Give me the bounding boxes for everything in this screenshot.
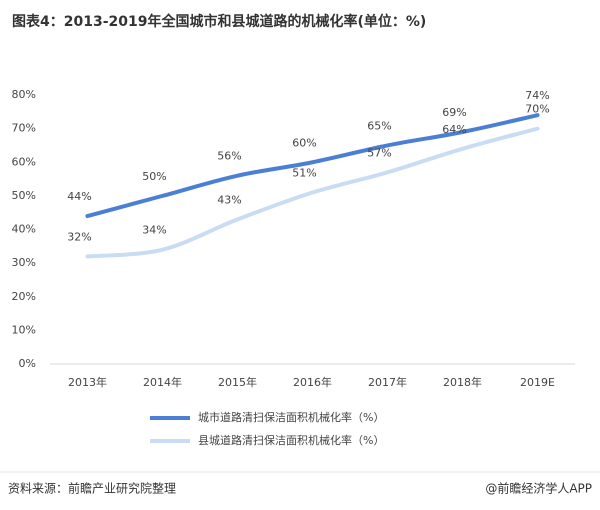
data-label: 74%	[525, 89, 549, 102]
y-tick-label: 70%	[12, 122, 36, 135]
data-label: 57%	[367, 146, 391, 159]
x-tick-label: 2015年	[218, 375, 257, 389]
data-label: 44%	[67, 190, 91, 203]
y-tick-label: 20%	[12, 290, 36, 303]
legend-label: 城市道路清扫保洁面积机械化率（%）	[198, 410, 384, 424]
series-line	[85, 126, 540, 259]
data-label: 70%	[525, 103, 549, 116]
legend-label: 县城道路清扫保洁面积机械化率（%）	[198, 433, 384, 447]
data-label: 51%	[292, 167, 316, 180]
x-tick-label: 2018年	[443, 375, 482, 389]
y-tick-label: 60%	[12, 155, 36, 168]
data-label: 50%	[142, 170, 166, 183]
x-tick-label: 2013年	[68, 375, 107, 389]
y-tick-label: 10%	[12, 323, 36, 336]
data-label: 32%	[67, 230, 91, 243]
y-tick-label: 80%	[12, 88, 36, 101]
x-tick-label: 2017年	[368, 375, 407, 389]
chart-title: 图表4：2013-2019年全国城市和县城道路的机械化率(单位：%)	[12, 13, 426, 30]
x-tick-label: 2016年	[293, 375, 332, 389]
credit: @前瞻经济学人APP	[485, 481, 592, 496]
data-label: 34%	[142, 224, 166, 237]
y-tick-label: 40%	[12, 223, 36, 236]
data-label: 56%	[217, 150, 241, 163]
x-tick-label: 2019E	[520, 376, 555, 389]
data-label: 65%	[367, 119, 391, 132]
data-label: 69%	[442, 106, 466, 119]
y-tick-label: 0%	[19, 357, 36, 370]
data-label: 43%	[217, 193, 241, 206]
data-label: 64%	[442, 123, 466, 136]
y-tick-label: 50%	[12, 189, 36, 202]
y-tick-label: 30%	[12, 256, 36, 269]
series-line	[85, 113, 540, 219]
x-tick-label: 2014年	[143, 375, 182, 389]
data-label: 60%	[292, 136, 316, 149]
source: 资料来源：前瞻产业研究院整理	[8, 481, 176, 496]
